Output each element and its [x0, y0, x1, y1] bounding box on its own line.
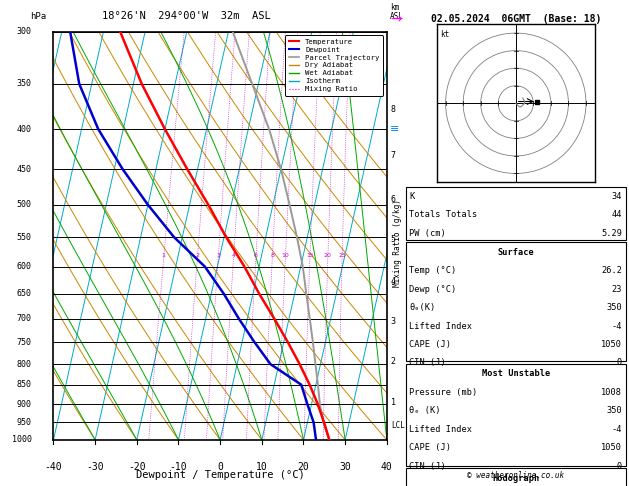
Text: CAPE (J): CAPE (J)	[409, 340, 452, 349]
Text: 1050: 1050	[601, 340, 622, 349]
Text: Lifted Index: Lifted Index	[409, 322, 472, 330]
Text: Dewpoint / Temperature (°C): Dewpoint / Temperature (°C)	[136, 470, 304, 481]
Text: 350: 350	[606, 303, 622, 312]
Text: 1008: 1008	[601, 388, 622, 397]
Text: 0: 0	[617, 462, 622, 470]
Text: 34: 34	[611, 192, 622, 201]
Text: 800: 800	[17, 360, 32, 369]
Text: 900: 900	[17, 399, 32, 409]
Text: 850: 850	[17, 380, 32, 389]
Text: -4: -4	[611, 322, 622, 330]
Text: ≡: ≡	[390, 124, 399, 134]
Text: 6: 6	[391, 195, 396, 204]
Text: 5: 5	[391, 235, 396, 244]
Text: 10: 10	[282, 253, 289, 258]
Text: -20: -20	[128, 462, 146, 472]
Text: 44: 44	[611, 210, 622, 219]
Text: 23: 23	[611, 285, 622, 294]
Text: 1050: 1050	[601, 443, 622, 452]
Text: θₑ(K): θₑ(K)	[409, 303, 436, 312]
Text: 3: 3	[391, 317, 396, 326]
Text: 30: 30	[339, 462, 351, 472]
Text: 4: 4	[231, 253, 235, 258]
Text: 1000: 1000	[12, 435, 32, 444]
Text: 20: 20	[298, 462, 309, 472]
Text: 4: 4	[391, 277, 396, 285]
Text: 750: 750	[17, 338, 32, 347]
Text: Temp (°C): Temp (°C)	[409, 266, 457, 275]
Text: 20: 20	[324, 253, 331, 258]
Text: θₑ (K): θₑ (K)	[409, 406, 441, 415]
Text: 10: 10	[256, 462, 268, 472]
Text: km
ASL: km ASL	[390, 3, 404, 21]
Text: 650: 650	[17, 289, 32, 298]
Text: 26.2: 26.2	[601, 266, 622, 275]
Text: -4: -4	[611, 425, 622, 434]
Text: 500: 500	[17, 200, 32, 209]
Text: 300: 300	[17, 27, 32, 36]
Text: 8: 8	[270, 253, 274, 258]
Text: 18°26'N  294°00'W  32m  ASL: 18°26'N 294°00'W 32m ASL	[103, 11, 271, 21]
Text: PW (cm): PW (cm)	[409, 229, 446, 238]
Text: Most Unstable: Most Unstable	[482, 369, 550, 378]
Text: 600: 600	[17, 262, 32, 271]
Text: -40: -40	[45, 462, 62, 472]
Text: 02.05.2024  06GMT  (Base: 18): 02.05.2024 06GMT (Base: 18)	[431, 14, 601, 24]
Text: 7: 7	[391, 151, 396, 160]
Text: 1: 1	[391, 398, 396, 407]
Text: 6: 6	[254, 253, 258, 258]
Text: 2: 2	[391, 357, 396, 366]
Text: →: →	[390, 13, 401, 27]
Text: K: K	[409, 192, 415, 201]
Text: 700: 700	[17, 314, 32, 323]
Text: 550: 550	[17, 233, 32, 242]
Text: 25: 25	[338, 253, 346, 258]
Text: Lifted Index: Lifted Index	[409, 425, 472, 434]
Text: Surface: Surface	[498, 248, 534, 257]
Text: 350: 350	[17, 79, 32, 88]
Text: hPa: hPa	[30, 12, 47, 21]
Text: 400: 400	[17, 124, 32, 134]
Text: -10: -10	[170, 462, 187, 472]
Text: CAPE (J): CAPE (J)	[409, 443, 452, 452]
Text: 3: 3	[216, 253, 220, 258]
Text: -30: -30	[86, 462, 104, 472]
Text: 350: 350	[606, 406, 622, 415]
Text: 5.29: 5.29	[601, 229, 622, 238]
Text: LCL: LCL	[391, 421, 404, 431]
Text: 950: 950	[17, 418, 32, 427]
Legend: Temperature, Dewpoint, Parcel Trajectory, Dry Adiabat, Wet Adiabat, Isotherm, Mi: Temperature, Dewpoint, Parcel Trajectory…	[285, 35, 383, 96]
Text: 1: 1	[162, 253, 165, 258]
Text: 15: 15	[306, 253, 314, 258]
Text: 0: 0	[217, 462, 223, 472]
Text: CIN (J): CIN (J)	[409, 462, 446, 470]
Text: kt: kt	[440, 30, 450, 38]
Text: Dewp (°C): Dewp (°C)	[409, 285, 457, 294]
Text: 0: 0	[617, 359, 622, 367]
Text: 40: 40	[381, 462, 392, 472]
Text: © weatheronline.co.uk: © weatheronline.co.uk	[467, 471, 564, 480]
Text: Mixing Ratio (g/kg): Mixing Ratio (g/kg)	[393, 199, 402, 287]
Text: 450: 450	[17, 165, 32, 174]
Text: CIN (J): CIN (J)	[409, 359, 446, 367]
Text: Totals Totals: Totals Totals	[409, 210, 478, 219]
Text: Hodograph: Hodograph	[492, 474, 540, 483]
Text: 8: 8	[391, 105, 396, 115]
Text: Pressure (mb): Pressure (mb)	[409, 388, 478, 397]
Text: 2: 2	[196, 253, 199, 258]
